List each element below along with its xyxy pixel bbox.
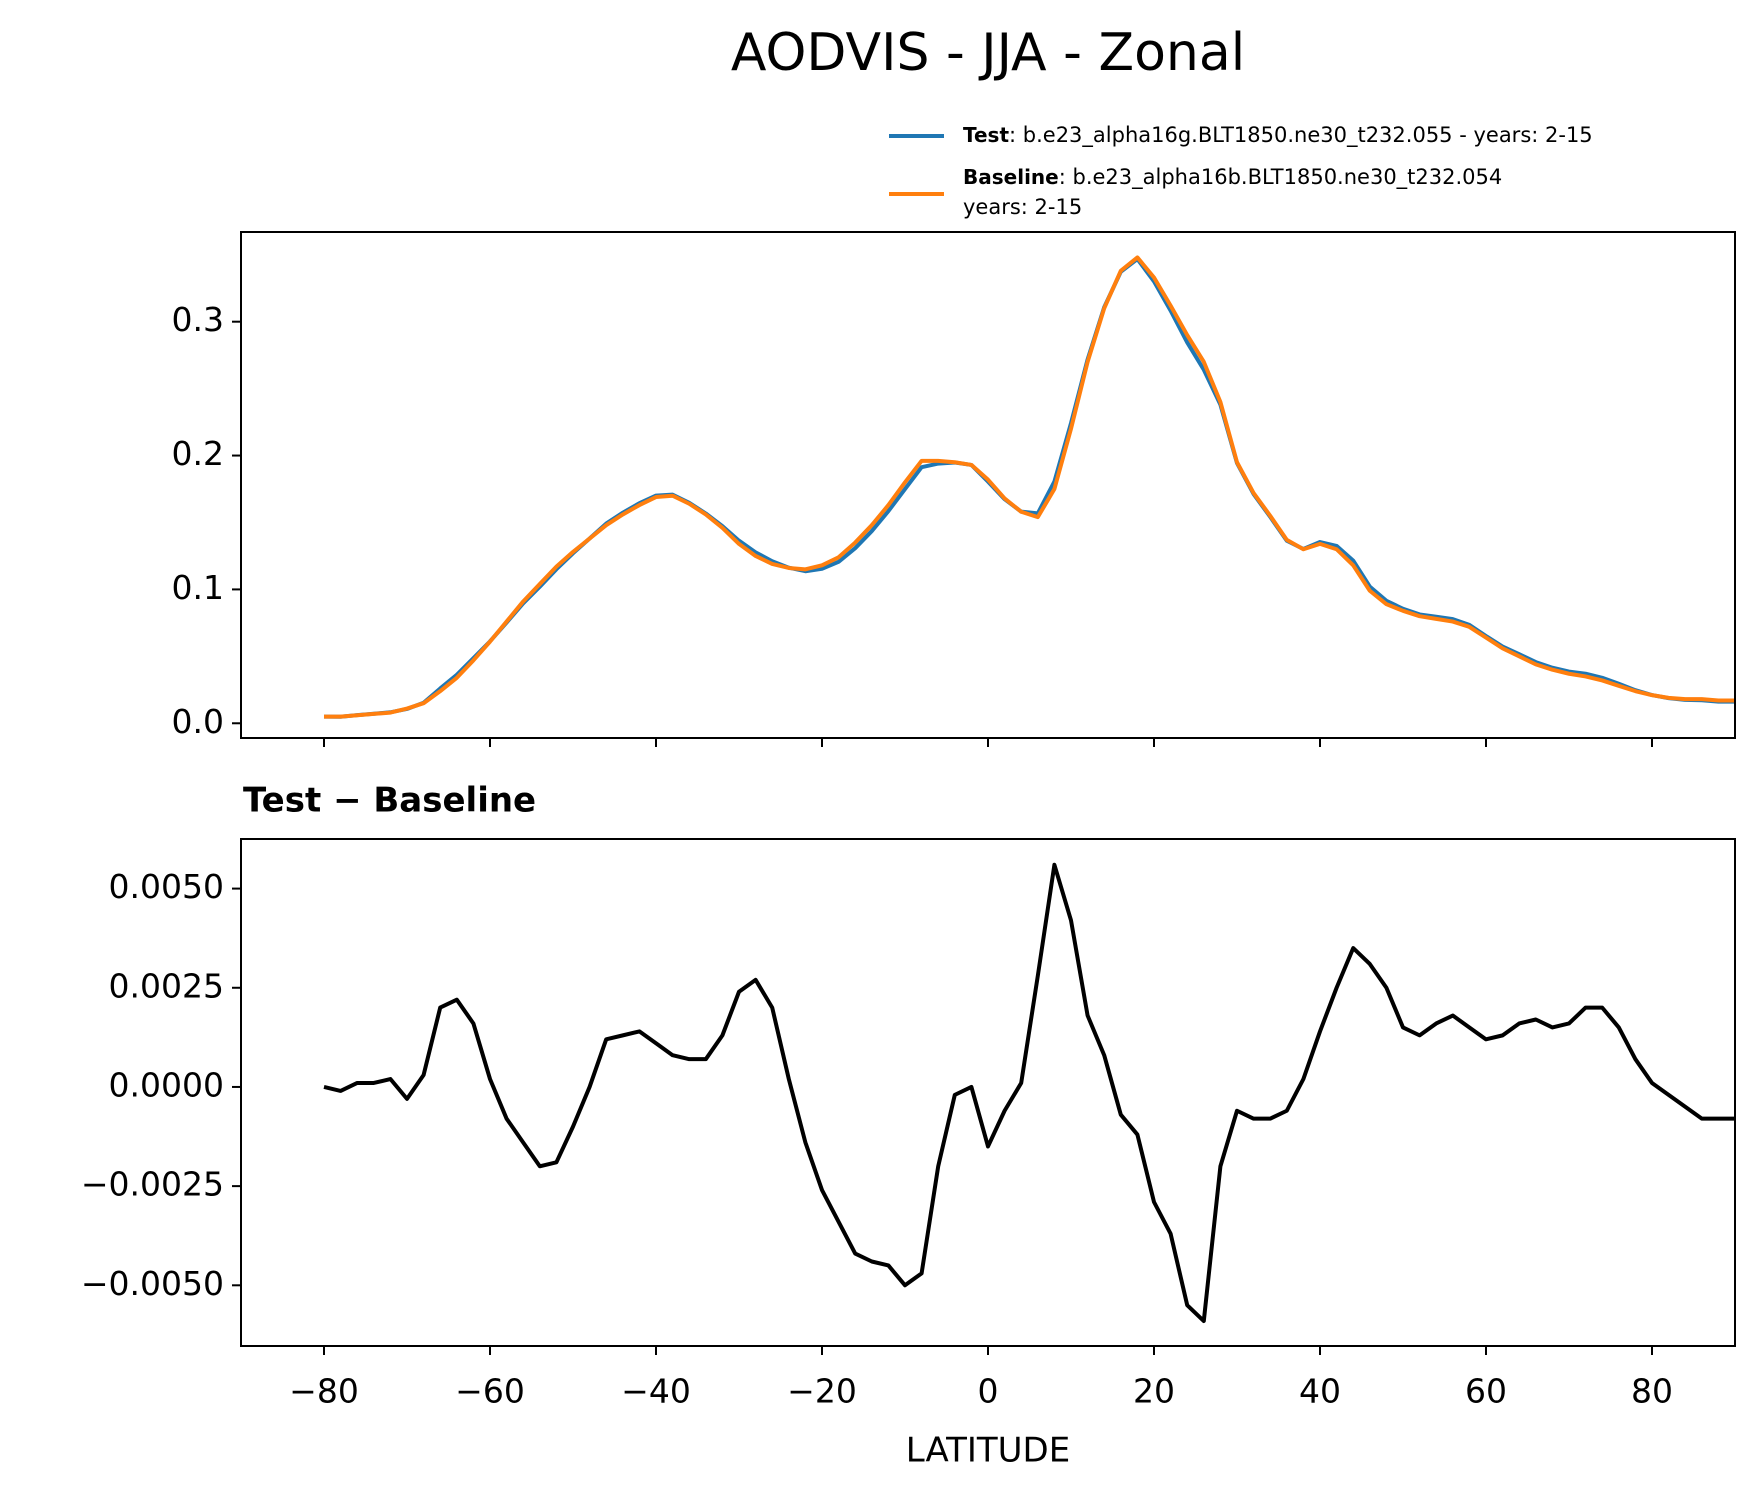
legend-series-name: Test	[963, 123, 1009, 147]
x-tick-label: 40	[1299, 1372, 1341, 1411]
x-tick-label: 60	[1465, 1372, 1507, 1411]
figure-title: AODVIS - JJA - Zonal	[731, 23, 1245, 83]
panel-title: Test − Baseline	[243, 781, 536, 821]
y-tick-label: 0.3	[172, 300, 224, 339]
y-tick-label: 0.2	[172, 434, 224, 473]
axes-frame	[240, 231, 1736, 739]
legend-label: years: 2-15	[963, 195, 1082, 219]
y-tick-label: −0.0025	[81, 1165, 224, 1204]
legend-series-name: Baseline	[963, 165, 1059, 189]
legend-description: years: 2-15	[963, 195, 1082, 219]
y-tick-label: 0.0025	[109, 966, 224, 1005]
legend-description: : b.e23_alpha16b.BLT1850.ne30_t232.054	[1059, 165, 1503, 190]
series-line	[324, 255, 1735, 719]
x-tick-label: −40	[621, 1372, 691, 1411]
y-tick-label: 0.0000	[109, 1065, 224, 1104]
x-tick-label: 0	[978, 1372, 999, 1411]
y-tick-label: −0.0050	[81, 1264, 224, 1303]
x-axis-label: LATITUDE	[906, 1431, 1070, 1471]
legend-label: Baseline: b.e23_alpha16b.BLT1850.ne30_t2…	[963, 165, 1502, 191]
y-tick-label: 0.0050	[109, 867, 224, 906]
x-tick-label: 20	[1133, 1372, 1175, 1411]
y-tick-label: 0.1	[172, 568, 224, 607]
x-tick-label: −20	[787, 1372, 857, 1411]
legend-label: Test: b.e23_alpha16g.BLT1850.ne30_t232.0…	[963, 123, 1593, 149]
x-tick-label: −60	[455, 1372, 525, 1411]
x-tick-label: −80	[289, 1372, 359, 1411]
legend-description: : b.e23_alpha16g.BLT1850.ne30_t232.055 -…	[1009, 123, 1593, 148]
difference-line	[323, 862, 1735, 1324]
axes-frame	[240, 838, 1736, 1347]
x-tick-label: 80	[1631, 1372, 1673, 1411]
y-tick-label: 0.0	[172, 702, 224, 741]
